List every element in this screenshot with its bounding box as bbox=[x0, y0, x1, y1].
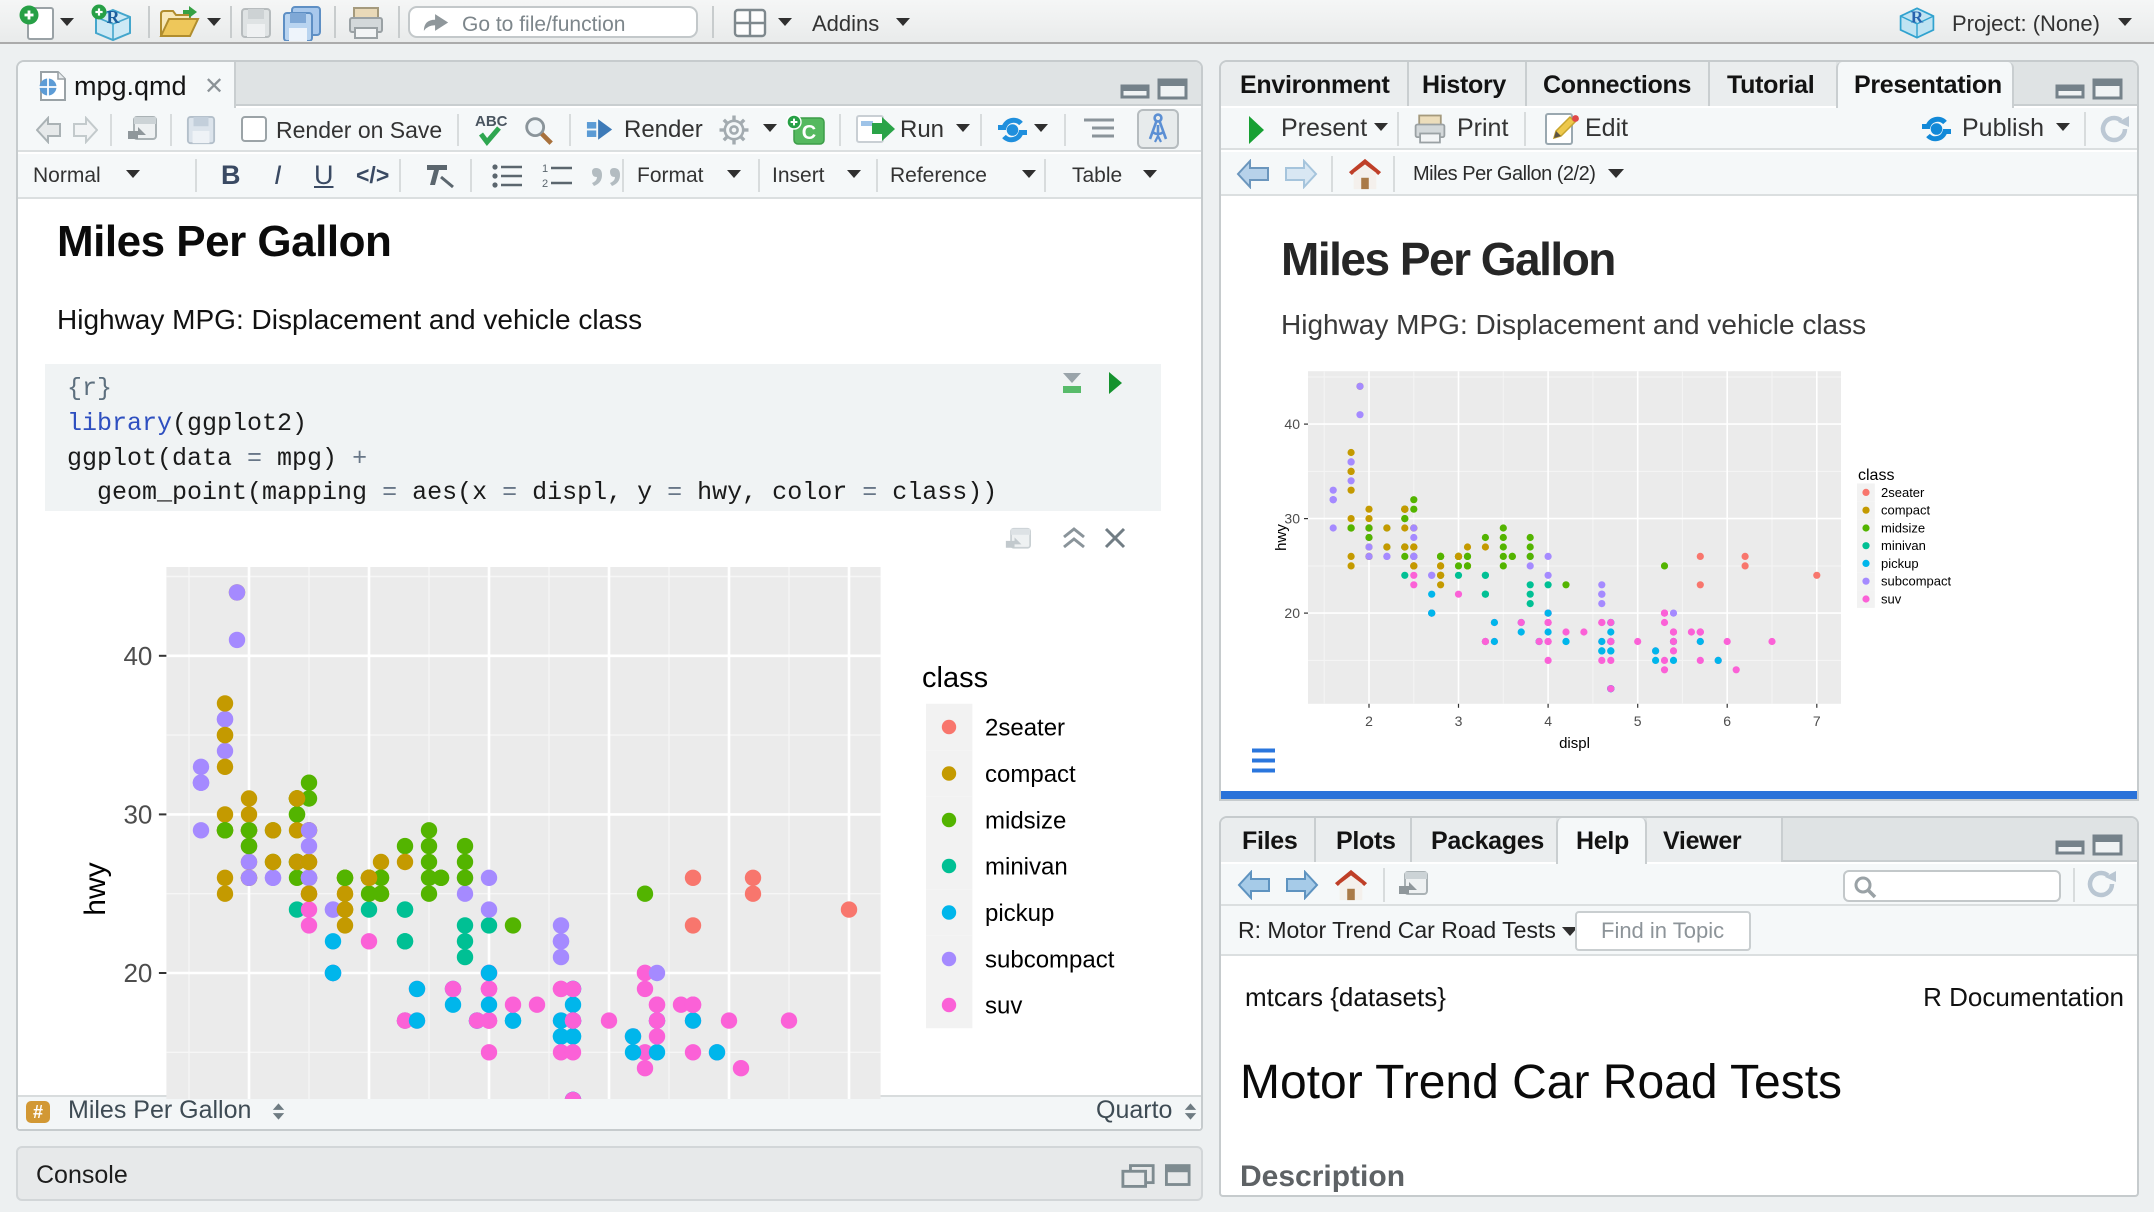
svg-text:2seater: 2seater bbox=[1881, 485, 1925, 500]
svg-text:displ: displ bbox=[1559, 735, 1590, 752]
svg-text:hwy: hwy bbox=[79, 862, 112, 915]
svg-text:20: 20 bbox=[123, 958, 152, 988]
svg-text:2: 2 bbox=[1365, 713, 1373, 729]
svg-text:6: 6 bbox=[1723, 713, 1731, 729]
svg-text:pickup: pickup bbox=[1881, 556, 1919, 571]
svg-text:midsize: midsize bbox=[1881, 521, 1925, 536]
svg-text:compact: compact bbox=[985, 761, 1076, 788]
svg-text:40: 40 bbox=[1284, 416, 1300, 432]
svg-text:compact: compact bbox=[1881, 503, 1931, 518]
svg-text:suv: suv bbox=[1881, 592, 1902, 607]
svg-text:5: 5 bbox=[1634, 713, 1642, 729]
svg-text:4: 4 bbox=[1544, 713, 1552, 729]
svg-text:7: 7 bbox=[1813, 713, 1821, 729]
svg-text:2: 2 bbox=[542, 178, 548, 189]
svg-text:subcompact: subcompact bbox=[1881, 574, 1951, 589]
svg-text:40: 40 bbox=[123, 641, 152, 671]
svg-text:subcompact: subcompact bbox=[985, 947, 1115, 974]
svg-text:suv: suv bbox=[985, 993, 1022, 1020]
svg-text:midsize: midsize bbox=[985, 808, 1066, 835]
svg-text:minivan: minivan bbox=[1881, 538, 1926, 553]
svg-text:ABC: ABC bbox=[475, 113, 508, 130]
svg-text:20: 20 bbox=[1284, 605, 1300, 621]
svg-text:30: 30 bbox=[1284, 511, 1300, 527]
svg-text:1: 1 bbox=[542, 163, 548, 175]
svg-text:class: class bbox=[1858, 467, 1894, 484]
svg-text:pickup: pickup bbox=[985, 900, 1054, 927]
svg-text:class: class bbox=[922, 662, 988, 694]
svg-text:2seater: 2seater bbox=[985, 715, 1065, 742]
svg-text:30: 30 bbox=[123, 799, 152, 829]
svg-text:minivan: minivan bbox=[985, 854, 1068, 881]
svg-text:C: C bbox=[802, 122, 816, 144]
svg-text:3: 3 bbox=[1455, 713, 1463, 729]
svg-text:R: R bbox=[107, 7, 121, 27]
svg-text:hwy: hwy bbox=[1273, 524, 1290, 551]
svg-text:R: R bbox=[1911, 8, 1924, 27]
